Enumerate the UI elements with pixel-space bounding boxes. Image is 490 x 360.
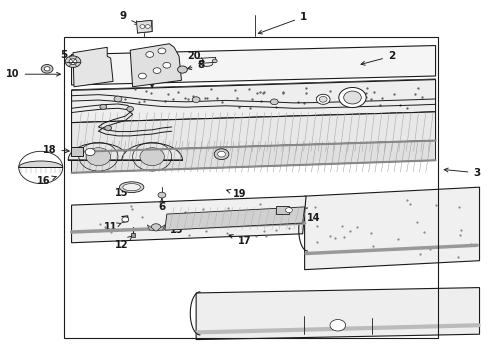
Circle shape [65, 56, 81, 67]
Circle shape [158, 48, 166, 54]
Polygon shape [73, 47, 113, 87]
Circle shape [286, 208, 293, 213]
Polygon shape [72, 140, 436, 173]
Text: 10: 10 [6, 69, 60, 79]
Circle shape [146, 25, 150, 28]
Text: 9: 9 [119, 12, 139, 24]
Ellipse shape [123, 184, 141, 191]
Polygon shape [72, 80, 436, 123]
Circle shape [69, 59, 77, 64]
Circle shape [192, 97, 200, 103]
Circle shape [317, 94, 330, 104]
Polygon shape [68, 143, 129, 160]
Circle shape [218, 151, 225, 157]
Polygon shape [72, 45, 436, 85]
Circle shape [114, 96, 122, 102]
Circle shape [85, 148, 95, 156]
Circle shape [146, 51, 154, 57]
Text: 1: 1 [258, 12, 307, 34]
Circle shape [330, 319, 345, 331]
Polygon shape [158, 225, 165, 230]
Circle shape [177, 66, 187, 73]
Circle shape [122, 217, 129, 222]
Text: 2: 2 [361, 51, 395, 65]
Polygon shape [122, 143, 182, 160]
Text: 18: 18 [43, 144, 69, 154]
Text: 17: 17 [229, 235, 252, 246]
Polygon shape [305, 187, 480, 270]
Polygon shape [19, 161, 63, 167]
Circle shape [127, 107, 134, 112]
Text: 13: 13 [160, 225, 183, 235]
Circle shape [214, 149, 229, 159]
Circle shape [105, 126, 112, 131]
Circle shape [44, 67, 50, 71]
Text: 14: 14 [293, 211, 320, 222]
Circle shape [158, 192, 166, 198]
FancyBboxPatch shape [71, 147, 83, 156]
Text: 12: 12 [115, 236, 132, 249]
Polygon shape [72, 196, 306, 243]
Polygon shape [137, 21, 152, 33]
Circle shape [270, 99, 278, 105]
Text: 16: 16 [37, 176, 56, 186]
Circle shape [151, 224, 161, 231]
Circle shape [140, 148, 164, 166]
Circle shape [348, 98, 356, 103]
Circle shape [339, 87, 366, 108]
Circle shape [212, 59, 217, 63]
Circle shape [343, 91, 361, 104]
Text: 11: 11 [104, 222, 121, 232]
FancyBboxPatch shape [276, 206, 290, 214]
Text: 5: 5 [61, 50, 74, 60]
Circle shape [163, 62, 171, 68]
Text: 20: 20 [187, 51, 204, 61]
Circle shape [139, 73, 147, 79]
Text: 6: 6 [158, 199, 166, 212]
Polygon shape [196, 288, 480, 339]
Text: 3: 3 [444, 168, 481, 178]
Circle shape [100, 104, 107, 109]
Circle shape [86, 148, 111, 166]
Text: 19: 19 [226, 189, 247, 199]
Text: 4: 4 [97, 67, 110, 77]
Text: 8: 8 [188, 60, 205, 70]
Bar [64, 37, 438, 338]
Polygon shape [147, 225, 155, 230]
Polygon shape [165, 207, 305, 230]
Circle shape [140, 25, 145, 28]
Circle shape [153, 68, 161, 73]
Polygon shape [72, 112, 436, 152]
Text: 7: 7 [148, 78, 156, 88]
Circle shape [41, 64, 53, 73]
Circle shape [319, 96, 327, 102]
Text: 15: 15 [115, 188, 132, 198]
Ellipse shape [120, 182, 144, 193]
Polygon shape [130, 44, 181, 87]
